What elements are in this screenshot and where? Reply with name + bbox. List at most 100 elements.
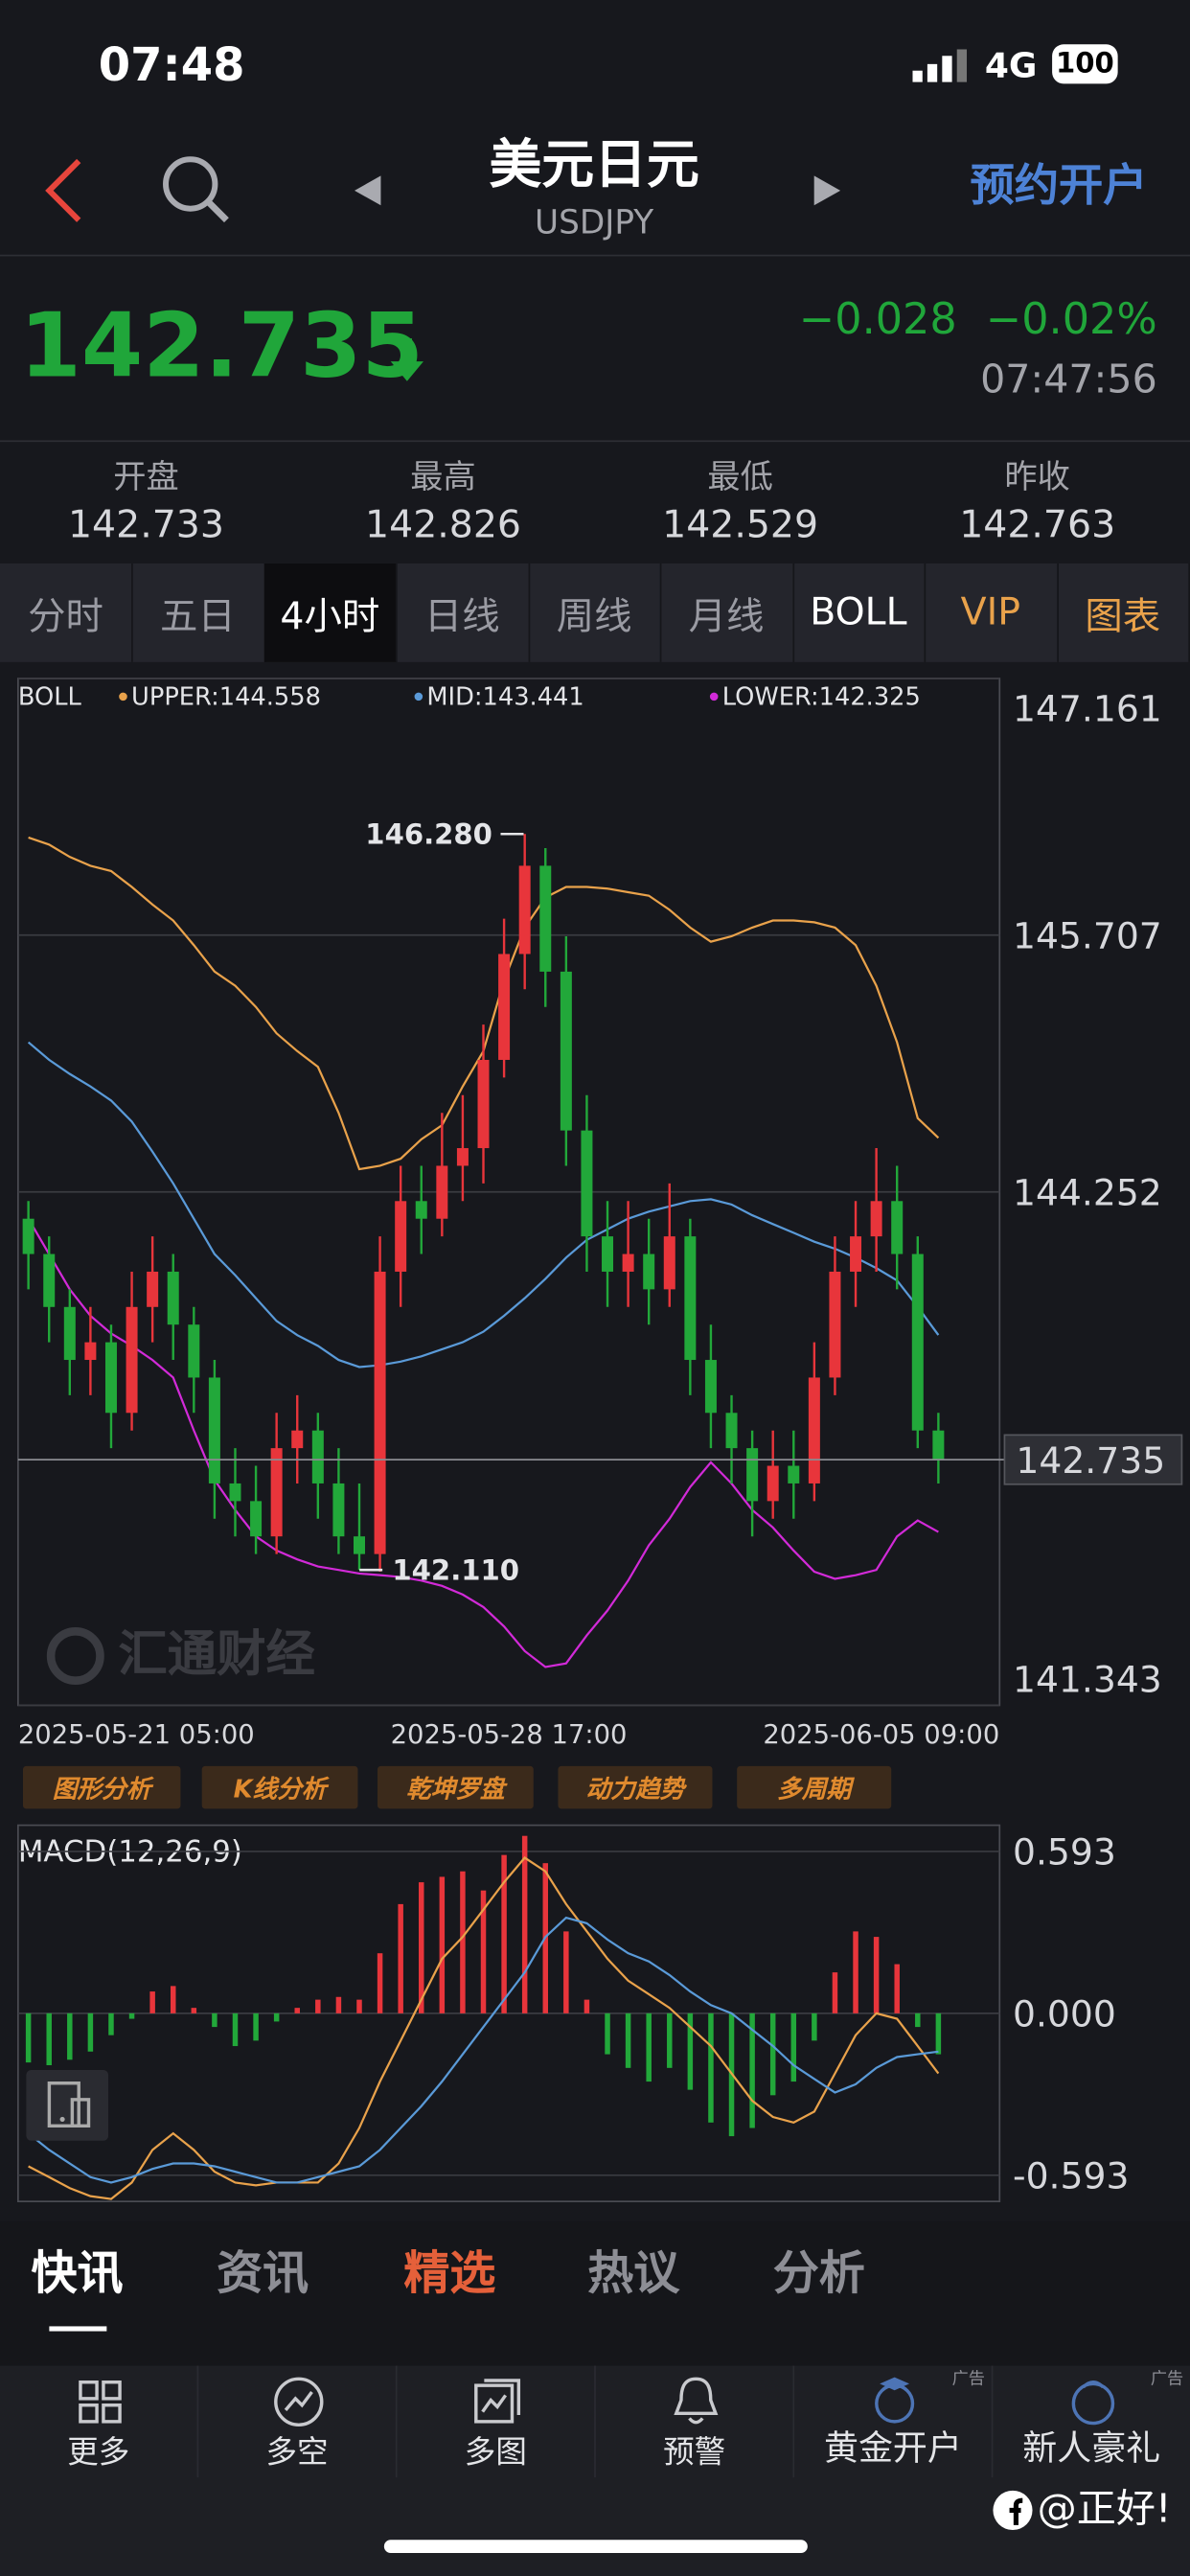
news-tab[interactable]: 精选	[403, 2245, 496, 2301]
prev-button[interactable]	[352, 172, 384, 209]
macd-bar	[67, 2012, 73, 2060]
candle-body	[167, 1271, 179, 1325]
stat-label: 最低	[707, 456, 773, 496]
period-tab[interactable]: 日线	[397, 564, 530, 662]
stat-value: 142.529	[662, 504, 819, 547]
period-tab[interactable]: 4小时	[263, 564, 398, 662]
news-tab[interactable]: 快讯	[31, 2245, 124, 2301]
tool-button[interactable]: 乾坤罗盘	[378, 1765, 534, 1809]
macd-bar	[46, 2012, 52, 2065]
news-tab[interactable]: 资讯	[217, 2245, 309, 2301]
candle-body	[477, 1059, 490, 1149]
macd-bar	[273, 2012, 280, 2022]
candle-body	[250, 1501, 263, 1537]
last-price: 142.735	[19, 293, 423, 398]
macd-bar	[605, 2012, 610, 2055]
page-title: 美元日元	[489, 132, 699, 196]
legend-label: UPPER:144.558	[131, 682, 321, 711]
nav-item[interactable]: 多空	[198, 2365, 398, 2478]
macd-bar	[769, 2012, 776, 2096]
legend-title: BOLL	[18, 682, 82, 711]
tool-button[interactable]: 动力趋势	[558, 1765, 713, 1809]
candle-body	[22, 1218, 34, 1254]
period-tab[interactable]: VIP	[925, 564, 1059, 662]
candle-body	[850, 1236, 862, 1272]
nav-item[interactable]: 广告 黄金开户	[794, 2365, 994, 2478]
period-tab[interactable]: 月线	[661, 564, 794, 662]
stat-label: 开盘	[113, 456, 179, 496]
stat-value: 142.733	[67, 504, 224, 547]
candle-body	[415, 1201, 427, 1219]
macd-bar	[87, 2012, 94, 2052]
nav-label: 预警	[663, 2434, 726, 2472]
ad-tag: 广告	[951, 2370, 985, 2389]
period-tab-bar	[0, 564, 1190, 662]
macd-bar	[667, 2012, 673, 2068]
nav-item[interactable]: 更多	[0, 2365, 199, 2478]
candle-body	[436, 1165, 448, 1219]
watermark: 汇通财经	[118, 1626, 315, 1685]
nav-item[interactable]: 多图	[398, 2365, 596, 2478]
news-tab-bar	[0, 2220, 1190, 2366]
candle-body	[622, 1254, 634, 1272]
period-tab[interactable]: BOLL	[792, 564, 927, 662]
macd-bar	[315, 1999, 321, 2013]
layout-button[interactable]	[26, 2070, 109, 2141]
tool-button[interactable]: 多周期	[737, 1765, 892, 1809]
y-tick-label: 0.000	[1013, 1993, 1116, 2036]
x-tick-label: 2025-05-28 17:00	[391, 1720, 628, 1750]
candle-body	[829, 1271, 841, 1378]
tool-button[interactable]: K线分析	[201, 1765, 358, 1809]
quote-time: 07:47:56	[980, 356, 1157, 403]
nav-item[interactable]: 广告 新人豪礼	[993, 2366, 1190, 2478]
search-button[interactable]	[157, 151, 233, 227]
period-tab[interactable]: 周线	[529, 564, 662, 662]
macd-bar	[294, 2008, 300, 2013]
macd-bar	[915, 2012, 921, 2028]
back-button[interactable]	[39, 154, 88, 226]
period-tab[interactable]: 分时	[0, 564, 133, 662]
network-label: 4G	[984, 46, 1038, 86]
candle-body	[84, 1342, 97, 1361]
candle-body	[147, 1271, 159, 1307]
macd-bar	[212, 2012, 217, 2028]
tool-button[interactable]: 图形分析	[22, 1765, 181, 1809]
candle-body	[104, 1342, 117, 1414]
stat-value: 142.826	[365, 504, 522, 547]
page-subtitle: USDJPY	[535, 201, 654, 242]
next-button[interactable]	[811, 172, 843, 209]
nav-icon	[474, 2379, 521, 2424]
layout-icon	[47, 2082, 91, 2128]
macd-bar	[790, 2012, 797, 2082]
news-tab[interactable]: 热议	[587, 2245, 680, 2301]
nav-label: 多空	[265, 2434, 329, 2472]
macd-bar	[460, 1871, 466, 2013]
macd-bar	[191, 2008, 197, 2013]
candle-body	[788, 1465, 800, 1484]
signal-icon	[912, 49, 968, 82]
candle-body	[932, 1430, 945, 1460]
macd-bar	[108, 2012, 114, 2036]
nav-label: 新人豪礼	[1022, 2427, 1161, 2468]
nav-icon	[1071, 2380, 1115, 2426]
candle-body	[270, 1448, 283, 1537]
period-tab[interactable]: 图表	[1057, 564, 1190, 662]
macd-bar	[377, 1953, 383, 2013]
candle-body	[518, 865, 531, 954]
candle-body	[291, 1430, 304, 1449]
macd-bar	[170, 1986, 176, 2013]
candle-body	[498, 954, 511, 1060]
macd-bar	[873, 1937, 880, 2013]
macd-bar	[501, 1854, 507, 2013]
news-tab[interactable]: 分析	[772, 2245, 865, 2301]
candle-body	[332, 1483, 345, 1537]
candle-body	[684, 1236, 697, 1361]
candle-body	[456, 1148, 469, 1166]
y-tick-label: 0.593	[1013, 1831, 1116, 1874]
candle-body	[808, 1377, 820, 1484]
macd-bar	[398, 1903, 403, 2013]
open-account-button[interactable]: 预约开户	[970, 161, 1148, 213]
nav-item[interactable]: 预警	[596, 2365, 795, 2478]
candle-body	[188, 1324, 200, 1378]
